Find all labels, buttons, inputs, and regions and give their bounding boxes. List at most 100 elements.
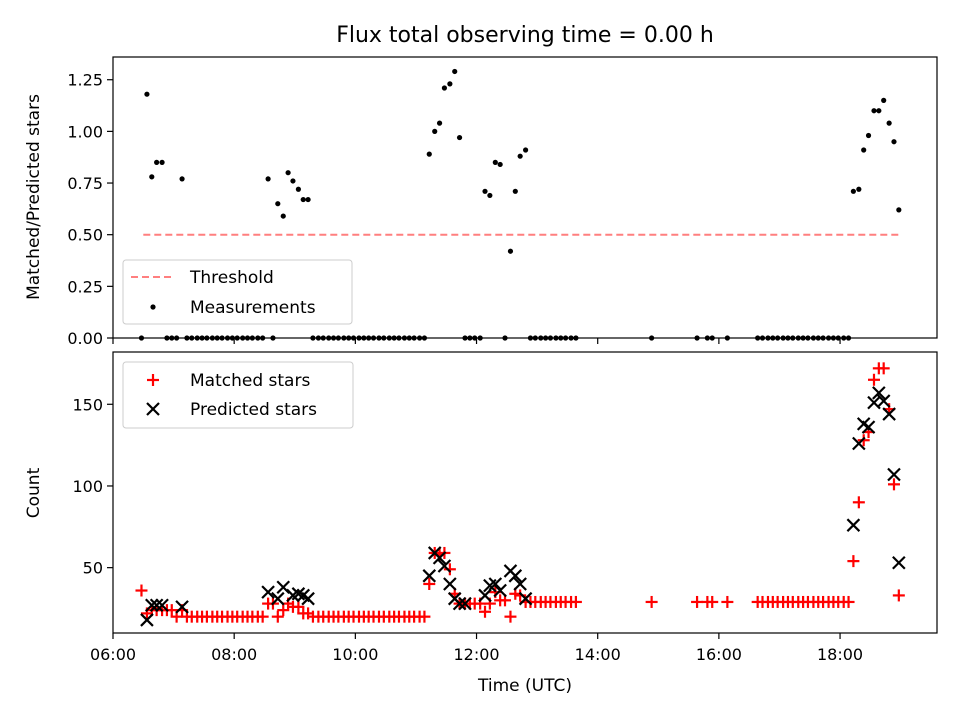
top-y-axis: 0.00 0.25 0.50 0.75 1.00 1.25 <box>67 71 113 348</box>
bottom-legend-box <box>122 361 354 429</box>
predicted-star-point <box>155 598 169 613</box>
top-y-tick-label: 1.00 <box>67 122 103 141</box>
measurement-point <box>179 176 185 182</box>
x-tick-label: 08:00 <box>211 645 257 664</box>
predicted-star-point <box>493 583 507 598</box>
matched-star-point <box>514 589 527 602</box>
predicted-star-point <box>518 591 533 606</box>
matched-star-point <box>867 373 880 386</box>
predicted-star-point <box>432 551 447 565</box>
predicted-star-point <box>452 596 467 611</box>
predicted-star-point <box>508 569 523 583</box>
matched-star-point <box>852 496 865 509</box>
measurement-point <box>275 201 281 207</box>
measurement-point <box>295 186 301 192</box>
measurement-point <box>144 91 150 97</box>
measurement-point <box>865 132 872 139</box>
legend-threshold-label: Threshold <box>189 268 274 288</box>
bottom-y-axis: 50 100 150 <box>72 395 113 578</box>
measurement-point <box>891 139 897 145</box>
measurement-point <box>441 85 448 91</box>
measurement-point <box>265 176 271 182</box>
measurement-point <box>426 151 432 157</box>
x-tick-label: 16:00 <box>696 645 742 664</box>
matched-star-point <box>691 595 704 608</box>
bottom-x-axis: 06:00 08:00 10:00 12:00 14:00 16:00 18:00 <box>90 633 863 664</box>
x-axis-label: Time (UTC) <box>477 676 572 696</box>
predicted-star-point <box>861 420 876 434</box>
matched-star-point <box>504 610 517 623</box>
x-tick-label: 06:00 <box>90 645 136 664</box>
measurement-point <box>881 97 887 103</box>
measurement-point <box>432 128 438 134</box>
top-y-axis-label: Matched/Predicted stars <box>24 94 44 300</box>
predicted-star-point <box>271 591 285 606</box>
predicted-star-point <box>513 577 527 591</box>
measurement-point <box>300 196 306 203</box>
predicted-star-point <box>887 467 901 482</box>
measurement-point <box>456 134 463 141</box>
bottom-panel: 50 100 150 06:00 08:00 10:00 12:00 14:00 16:00 1… <box>24 351 938 696</box>
predicted-star-point <box>876 394 891 408</box>
legend-predicted-swatch <box>146 402 160 416</box>
measurement-point <box>886 120 892 126</box>
predicted-star-point <box>261 585 275 599</box>
matched-star-point <box>892 589 905 602</box>
matched-star-point <box>721 595 734 608</box>
legend-matched-label: Matched stars <box>190 371 310 391</box>
matched-star-point <box>479 605 492 618</box>
measurement-point <box>290 178 296 184</box>
predicted-star-point <box>149 598 164 613</box>
top-y-tick-label: 0.25 <box>67 277 103 296</box>
measurement-point <box>856 186 862 192</box>
measurement-point <box>487 192 493 199</box>
legend-predicted-label: Predicted stars <box>190 400 317 420</box>
predicted-star-point <box>175 600 189 614</box>
chart-title: Flux total observing time = 0.00 h <box>336 23 714 48</box>
measurement-point <box>305 196 311 203</box>
measurement-point <box>871 108 877 114</box>
measurement-point <box>159 159 165 165</box>
x-tick-label: 10:00 <box>332 645 378 664</box>
predicted-star-point <box>301 591 315 606</box>
matched-star-point <box>706 595 719 608</box>
bottom-y-axis-label: Count <box>24 467 44 518</box>
measurement-point <box>497 161 503 168</box>
measurement-point <box>861 147 867 153</box>
matched-star-point <box>847 555 860 568</box>
measurement-point <box>507 248 514 254</box>
matched-star-point <box>256 610 269 623</box>
top-axes-frame <box>112 56 938 339</box>
x-tick-label: 18:00 <box>817 645 863 664</box>
matched-star-point <box>569 595 582 608</box>
bottom-y-tick-label: 100 <box>72 477 103 496</box>
legend-measurements-label: Measurements <box>190 298 316 318</box>
predicted-star-point <box>892 555 906 570</box>
bottom-plot-area <box>135 362 906 627</box>
matched-star-point <box>277 604 290 617</box>
measurement-point <box>482 188 488 194</box>
predicted-star-point <box>422 569 437 583</box>
measurement-point <box>876 108 882 114</box>
predicted-star-point <box>458 596 472 611</box>
top-y-tick-label: 0.75 <box>67 174 103 193</box>
matched-star-point <box>877 362 890 375</box>
x-tick-label: 14:00 <box>575 645 621 664</box>
x-tick-label: 12:00 <box>453 645 499 664</box>
top-y-tick-label: 0.00 <box>67 329 103 348</box>
predicted-star-point <box>882 407 896 421</box>
bottom-axes-frame <box>112 351 938 634</box>
matched-star-point <box>423 577 436 590</box>
predicted-star-point <box>872 386 886 400</box>
top-panel: 0.00 0.25 0.50 0.75 1.00 1.25 Matched/Predict… <box>24 56 938 348</box>
bottom-y-tick-label: 150 <box>72 395 103 414</box>
top-y-tick-label: 0.50 <box>67 226 103 245</box>
measurement-point <box>154 159 160 165</box>
matched-star-point <box>645 595 658 608</box>
measurement-point <box>280 213 286 219</box>
measurement-point <box>896 207 902 213</box>
measurement-point <box>436 120 443 126</box>
predicted-star-point <box>478 588 492 603</box>
matched-star-point <box>887 478 900 491</box>
matched-star-point <box>271 610 284 623</box>
